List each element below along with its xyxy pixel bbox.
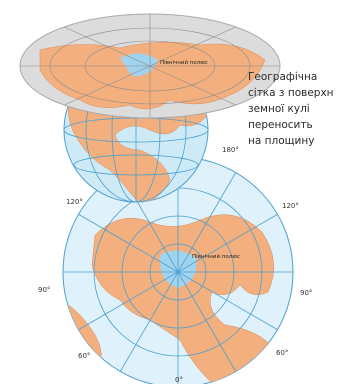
meridian-label: 120° <box>66 198 83 206</box>
meridian-label: 180° <box>222 146 239 154</box>
meridian-label: 60° <box>78 352 90 360</box>
caption: Географічна сітка з поверхн земної кулі пер… <box>248 71 334 147</box>
pole-label: Північний полюс <box>192 253 240 260</box>
caption-line: Географічна <box>248 71 317 83</box>
caption-line: переносить <box>248 119 313 131</box>
flattened-grid <box>19 13 281 119</box>
polar-projection <box>62 156 294 384</box>
meridian-label: 120° <box>282 202 299 210</box>
meridian-label: 90° <box>38 286 50 294</box>
caption-line: земної кулі <box>248 103 310 115</box>
caption-line: на площину <box>248 135 314 147</box>
meridian-label: 60° <box>276 349 288 357</box>
meridian-label: 0° <box>175 376 183 384</box>
caption-line: сітка з поверхн <box>248 87 334 99</box>
meridian-labels: 180° 120° 120° 90° 90° 60° 60° 0° <box>38 146 312 384</box>
pole-label: Північний полюс <box>160 59 208 66</box>
meridian-label: 90° <box>300 289 312 297</box>
